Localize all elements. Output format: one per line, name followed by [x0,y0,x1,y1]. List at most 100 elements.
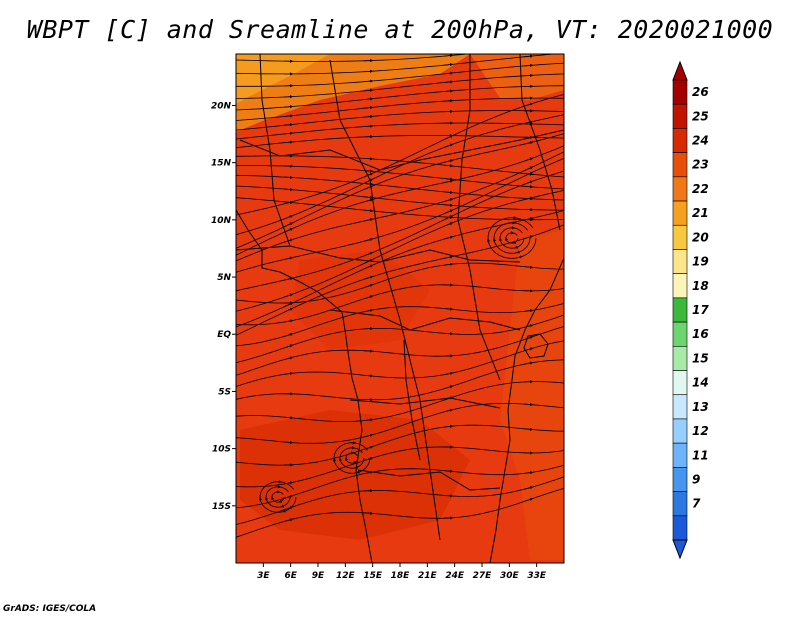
streamline-arrow [443,89,454,93]
x-tick-label: 3E [257,571,270,581]
grads-credit: GrADS: IGES/COLA [3,604,97,614]
streamline-arrow [443,332,454,336]
streamline-arrow [523,336,534,341]
streamline-arrow [443,469,454,473]
x-tick-label: 18E [391,571,411,581]
streamline-arrow [363,79,374,83]
streamline-arrow [283,200,294,205]
colorbar-swatch [672,103,688,129]
streamline-arrow [283,319,294,323]
streamline-arrow [523,63,534,68]
streamline-arrow [523,196,534,201]
streamline-arrow [523,185,534,189]
border-g [457,54,501,381]
streamline-arrow [283,222,294,228]
streamline-arrow [523,217,534,221]
colorbar-bottom-arrow [672,539,688,560]
streamline-arrow [283,416,294,420]
colorbar-swatch [672,176,688,202]
streamline-arrow [283,481,294,485]
colorbar-top-arrow [672,60,688,81]
streamline-arrow [443,159,454,163]
border-c [329,309,521,331]
streamline-arrow [283,293,294,298]
streamline-arrow [363,114,374,119]
streamline-arrow [523,486,534,490]
colorbar-swatch [672,418,688,444]
streamline-arrow [523,171,534,177]
streamline-arrow [443,62,454,67]
streamline-arrow [443,385,454,390]
streamline-arrow [443,54,454,58]
y-tick-label: 5S [218,387,231,397]
colorbar-label: 25 [692,109,709,123]
colorbar-swatch [672,200,688,226]
streamline-arrow [283,187,294,192]
streamline-arrow [282,509,287,513]
streamline-arrow [363,157,374,161]
streamline-arrow [523,141,534,145]
colorbar-swatch [672,491,688,517]
y-tick-label: 15N [211,159,232,169]
streamline-arrow [363,209,374,213]
hot-core-south [240,410,470,540]
colorbar-swatch [672,79,688,105]
streamline-arrow [443,198,454,202]
colorbar-swatch [672,370,688,396]
border-a [239,129,564,171]
colorbar-label: 23 [692,158,709,172]
streamline-arrow [283,440,294,445]
x-tick-label: 9E [312,571,325,581]
coastline-west [236,209,373,563]
streamline-arrow [363,105,374,110]
streamline-arrow [443,80,454,84]
streamline-arrow [363,418,374,422]
x-axis: 3E 6E 9E 12E 15E 18E 21E 24E 27E 30E 33E [257,563,547,581]
coastline-east [489,257,564,563]
colorbar-label: 7 [692,497,701,511]
colorbar-swatch [672,273,688,299]
streamline-arrow [363,457,374,461]
streamline-arrow [516,250,521,254]
border-f [329,59,441,541]
map-title: WBPT [C] and Sreamline at 200hPa, VT: 20… [26,15,774,44]
x-tick-label: 12E [336,571,356,581]
streamline-arrow [443,99,454,103]
streamline-arrow [523,180,534,185]
x-tick-label: 24E [445,571,465,581]
streamline-arrow [363,295,374,300]
y-tick-label: 20N [211,101,232,111]
streamline-arrow [443,179,454,184]
streamline-arrow [443,190,454,195]
streamline-arrow [523,166,534,172]
streamline-arrow [443,494,454,498]
streamline-arrow [486,238,491,244]
colorbar-swatch [672,152,688,178]
colorbar-label: 15 [692,351,709,365]
streamline-arrow [283,131,294,135]
map-panel: 3E 6E 9E 12E 15E 18E 21E 24E 27E 30E 33E 20N 15N 10N… [211,53,565,581]
streamline-arrow [523,471,534,475]
streamline-arrow [443,71,454,75]
colorbar-swatch [672,128,688,153]
streamline-arrow [523,54,534,58]
streamline-arrow [283,344,294,349]
x-tick-label: 27E [473,571,493,581]
streamline-arrow [363,374,374,378]
streamline-arrow [523,361,534,365]
streamline-arrow [443,143,454,148]
colorbar-label: 9 [692,472,700,486]
streamline-arrow [363,198,374,203]
colorbar-label: 16 [692,327,709,341]
colorbar-label: 26 [692,85,709,99]
streamline-arrow [443,255,454,259]
streamline-arrow [443,307,454,311]
streamline-arrow [523,324,534,328]
streamline-arrow [443,164,454,168]
streamline-arrow [363,308,374,313]
streamlines [236,54,564,538]
colorbar-swatch [672,297,688,323]
streamline-arrow [283,123,294,127]
colorbar-swatch [672,394,688,420]
streamline-arrow [443,135,454,141]
